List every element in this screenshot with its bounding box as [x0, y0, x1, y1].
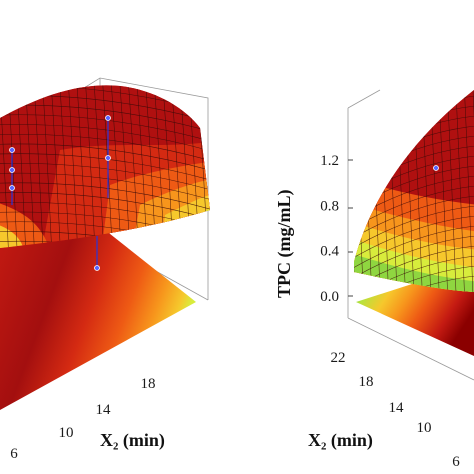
left-design-points	[9, 115, 111, 271]
x-tick-label: 14	[96, 402, 112, 418]
right-z-axis-label: TPC (mg/mL)	[274, 190, 295, 298]
x-tick-label: 6	[452, 454, 460, 470]
x-tick-label: 14	[389, 400, 405, 416]
design-point	[433, 165, 439, 171]
right-design-points	[433, 165, 439, 171]
right-x-axis: 6 10 14 18 22	[331, 350, 461, 470]
left-surface-bands	[0, 85, 210, 248]
x-tick-label: 18	[141, 376, 156, 392]
design-point	[9, 167, 15, 173]
x-tick-label: 10	[417, 420, 432, 436]
z-tick-label: 0.0	[320, 289, 339, 305]
z-tick-label: 0.4	[320, 244, 339, 260]
x-tick-label: 18	[359, 374, 374, 390]
right-z-axis	[348, 159, 353, 297]
z-tick-label: 1.2	[320, 153, 339, 169]
right-x-axis-label: X₂ (min)	[308, 430, 373, 451]
x-tick-label: 22	[331, 350, 346, 366]
design-point	[105, 115, 111, 121]
right-box-frame	[347, 89, 474, 381]
design-point	[105, 155, 111, 161]
left-panel: 6 10 14 18 X₂ (min)	[0, 77, 210, 462]
left-contour-base	[0, 226, 196, 410]
right-surface-bands	[354, 90, 474, 292]
design-point	[9, 147, 15, 153]
right-panel: 0.0 0.4 0.8 1.2 TPC (mg/mL) 6 10 14 18 22 X₂ (m…	[274, 89, 474, 470]
left-x-axis: 6 10 14 18	[10, 376, 155, 462]
z-tick-label: 0.8	[320, 198, 339, 214]
x-tick-label: 6	[10, 446, 18, 462]
surface-band	[0, 222, 24, 248]
design-point	[9, 185, 15, 191]
left-x-axis-label: X₂ (min)	[100, 430, 165, 451]
right-z-tick-labels: 0.0 0.4 0.8 1.2	[320, 153, 339, 305]
design-point	[94, 265, 100, 271]
x-tick-label: 10	[59, 425, 74, 441]
